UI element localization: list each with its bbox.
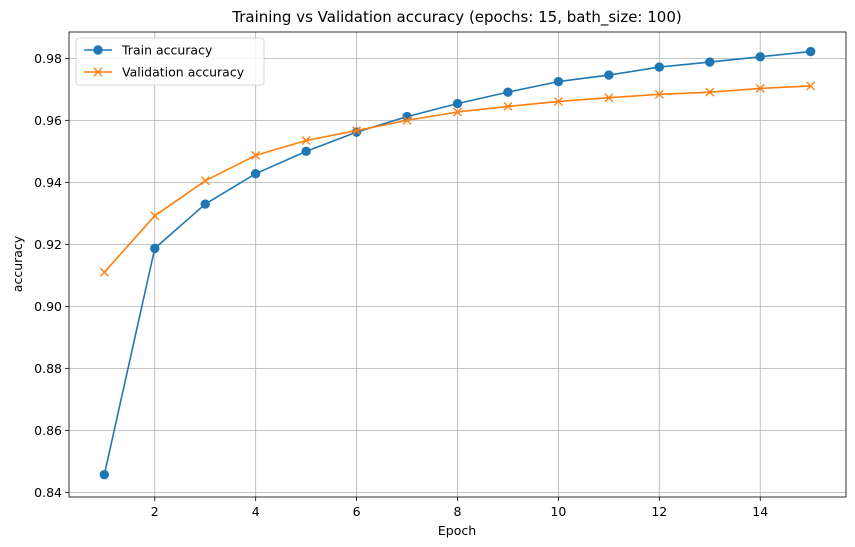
y-tick-label: 0.96	[34, 113, 62, 128]
data-point	[150, 211, 160, 221]
data-point	[604, 70, 614, 80]
data-point	[604, 93, 614, 103]
y-tick-label: 0.94	[34, 175, 62, 190]
x-tick-label: 2	[151, 504, 159, 519]
data-point	[755, 52, 765, 62]
legend-label: Train accuracy	[121, 43, 213, 58]
legend: Train accuracy Validation accuracy	[75, 37, 265, 86]
axis-ticks: 2 4 6 8 10 12 14 0.84 0.86 0.88 0.90 0.92 0.94 0.96 0.…	[34, 51, 768, 519]
data-point	[200, 176, 210, 186]
data-point	[503, 101, 513, 111]
legend-item: Validation accuracy	[84, 65, 245, 80]
y-tick-label: 0.92	[34, 237, 62, 252]
data-point	[402, 115, 412, 125]
data-point	[805, 46, 816, 57]
series-layer	[99, 46, 816, 480]
data-point	[453, 107, 462, 117]
legend-label: Validation accuracy	[122, 65, 245, 80]
data-point	[654, 89, 664, 99]
data-point	[99, 267, 109, 277]
x-axis-label: Epoch	[438, 523, 476, 538]
legend-marker	[93, 45, 103, 55]
data-point	[553, 76, 564, 87]
y-axis-label: accuracy	[10, 235, 25, 292]
data-point	[705, 87, 715, 97]
data-point	[654, 62, 665, 72]
x-tick-label: 8	[454, 504, 462, 519]
x-tick-label: 14	[752, 504, 768, 519]
y-tick-label: 0.88	[34, 361, 62, 376]
data-point	[553, 96, 563, 106]
chart-title: Training vs Validation accuracy (epochs:…	[231, 8, 681, 27]
data-point	[503, 87, 513, 97]
x-tick-label: 4	[252, 504, 260, 519]
data-point	[150, 243, 160, 254]
y-tick-label: 0.86	[34, 423, 62, 438]
data-point	[755, 83, 765, 93]
data-point	[301, 136, 311, 145]
data-point	[806, 81, 816, 91]
data-point	[301, 146, 311, 157]
x-tick-label: 6	[353, 504, 361, 519]
data-point	[200, 199, 210, 209]
legend-box	[75, 37, 265, 86]
grid-lines	[69, 32, 846, 497]
series-train-accuracy	[99, 46, 816, 480]
data-point	[452, 98, 463, 109]
data-point	[705, 57, 715, 67]
y-tick-label: 0.90	[34, 299, 62, 314]
y-tick-label: 0.84	[34, 485, 62, 500]
legend-marker	[93, 67, 103, 77]
data-point	[99, 469, 110, 480]
y-tick-label: 0.98	[34, 51, 62, 66]
x-tick-label: 12	[651, 504, 667, 519]
legend-item: Train accuracy	[84, 43, 213, 58]
data-point	[250, 168, 261, 179]
x-tick-label: 10	[550, 504, 566, 519]
data-point	[251, 150, 261, 160]
data-point	[352, 126, 362, 136]
series-validation-accuracy	[99, 81, 816, 277]
